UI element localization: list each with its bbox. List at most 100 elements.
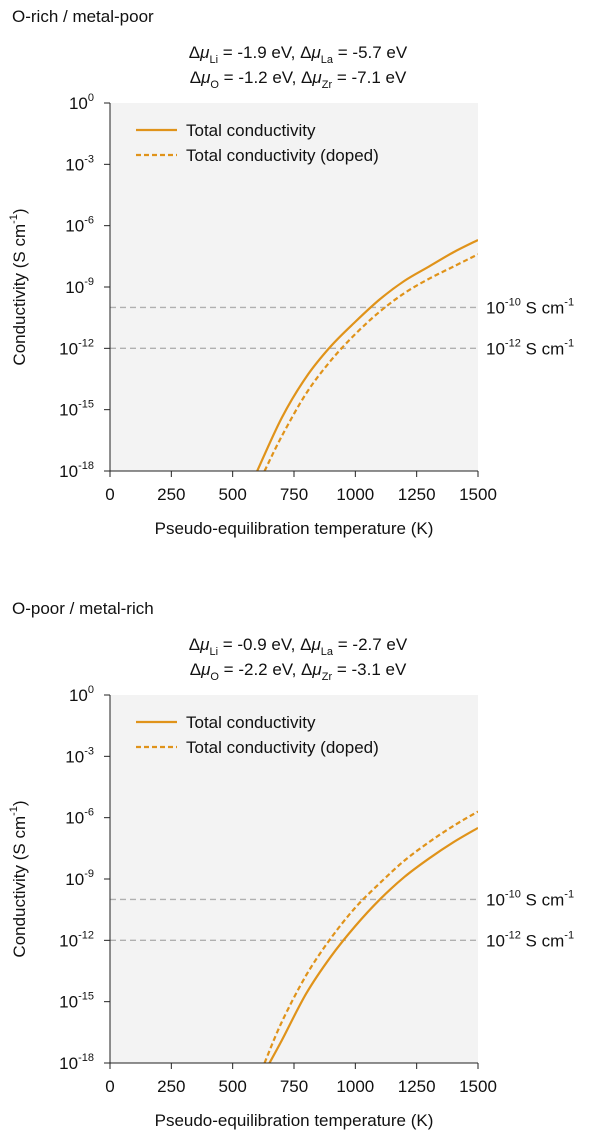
conditions-line: ΔμO = -2.2 eV, ΔμZr = -3.1 eV bbox=[190, 660, 407, 683]
plot-area bbox=[110, 695, 478, 1063]
tick-base: 10 bbox=[65, 809, 84, 828]
chart-panel-2: O-poor / metal-rich ΔμLi = -0.9 eV, ΔμLa … bbox=[8, 599, 574, 1130]
subscript: Zr bbox=[322, 79, 333, 91]
y-tick-label: 10-3 bbox=[65, 153, 94, 174]
y-axis-label: Conductivity (S cm-1) bbox=[8, 208, 29, 365]
y-tick-label: 10-12 bbox=[59, 929, 94, 950]
tick-exponent: -3 bbox=[84, 153, 94, 165]
equals: = bbox=[332, 660, 351, 679]
condition-value: -2.2 eV bbox=[238, 660, 293, 679]
mu-symbol: μ bbox=[199, 43, 210, 62]
legend-entry: Total conductivity (doped) bbox=[186, 738, 379, 757]
reference-line-label: 10-10 S cm-1 bbox=[486, 296, 574, 317]
reference-line-label: 10-12 S cm-1 bbox=[486, 337, 574, 358]
delta-symbol: , Δ bbox=[291, 635, 312, 654]
condition-value: -7.1 eV bbox=[351, 68, 406, 87]
label-exponent: -10 bbox=[505, 296, 521, 308]
x-tick-label: 750 bbox=[280, 485, 308, 504]
tick-exponent: -6 bbox=[84, 807, 94, 819]
tick-base: 10 bbox=[69, 686, 88, 705]
condition-value: -3.1 eV bbox=[351, 660, 406, 679]
y-label-text: Conductivity (S cm bbox=[10, 816, 29, 958]
x-tick-label: 1500 bbox=[459, 485, 497, 504]
equals: = bbox=[218, 43, 237, 62]
delta-symbol: , Δ bbox=[292, 660, 313, 679]
condition-value: -1.9 eV bbox=[237, 43, 292, 62]
equals: = bbox=[333, 635, 352, 654]
tick-base: 10 bbox=[59, 401, 78, 420]
mu-symbol: μ bbox=[200, 68, 211, 87]
y-tick-label: 10-9 bbox=[65, 276, 94, 297]
label-base: 10 bbox=[486, 931, 505, 950]
tick-base: 10 bbox=[59, 339, 78, 358]
y-tick-label: 10-18 bbox=[59, 460, 94, 481]
delta-symbol: Δ bbox=[190, 660, 201, 679]
label-unit: S cm bbox=[521, 931, 564, 950]
label-unit: S cm bbox=[521, 890, 564, 909]
mu-symbol: μ bbox=[199, 635, 210, 654]
series-line-total bbox=[256, 238, 478, 471]
condition-value: -1.2 eV bbox=[238, 68, 293, 87]
y-label-text: Conductivity (S cm bbox=[10, 224, 29, 366]
y-label-tail: ) bbox=[10, 800, 29, 806]
tick-base: 10 bbox=[59, 931, 78, 950]
tick-base: 10 bbox=[65, 278, 84, 297]
tick-base: 10 bbox=[59, 1054, 78, 1073]
x-tick-label: 750 bbox=[280, 1077, 308, 1096]
plot-area bbox=[110, 103, 478, 471]
label-unit: S cm bbox=[521, 339, 564, 358]
tick-base: 10 bbox=[65, 747, 84, 766]
x-tick-label: 250 bbox=[157, 1077, 185, 1096]
x-axis-label: Pseudo-equilibration temperature (K) bbox=[155, 519, 434, 538]
label-unit-exponent: -1 bbox=[564, 337, 574, 349]
subscript: Li bbox=[209, 646, 218, 658]
delta-symbol: , Δ bbox=[292, 68, 313, 87]
tick-exponent: -9 bbox=[84, 868, 94, 880]
condition-value: -0.9 eV bbox=[237, 635, 292, 654]
tick-base: 10 bbox=[65, 217, 84, 236]
x-tick-label: 0 bbox=[105, 485, 114, 504]
tick-exponent: -18 bbox=[78, 460, 94, 472]
delta-symbol: Δ bbox=[189, 635, 200, 654]
legend-entry: Total conductivity (doped) bbox=[186, 146, 379, 165]
condition-value: -2.7 eV bbox=[352, 635, 407, 654]
tick-exponent: 0 bbox=[88, 92, 94, 104]
subscript: Zr bbox=[322, 671, 333, 683]
equals: = bbox=[219, 68, 238, 87]
mu-symbol: μ bbox=[200, 660, 211, 679]
legend-entry: Total conductivity bbox=[186, 121, 316, 140]
tick-exponent: -15 bbox=[78, 399, 94, 411]
mu-symbol: μ bbox=[311, 660, 322, 679]
x-tick-label: 500 bbox=[218, 1077, 246, 1096]
x-axis-label: Pseudo-equilibration temperature (K) bbox=[155, 1111, 434, 1130]
tick-base: 10 bbox=[65, 870, 84, 889]
tick-base: 10 bbox=[69, 94, 88, 113]
y-tick-label: 10-12 bbox=[59, 337, 94, 358]
reference-line-label: 10-10 S cm-1 bbox=[486, 888, 574, 909]
y-tick-label: 100 bbox=[69, 92, 94, 113]
conditions-line: ΔμLi = -0.9 eV, ΔμLa = -2.7 eV bbox=[189, 635, 408, 658]
x-tick-label: 1000 bbox=[336, 1077, 374, 1096]
subscript: La bbox=[321, 646, 334, 658]
legend-entry: Total conductivity bbox=[186, 713, 316, 732]
y-tick-label: 10-18 bbox=[59, 1052, 94, 1073]
condition-value: -5.7 eV bbox=[352, 43, 407, 62]
y-tick-label: 10-9 bbox=[65, 868, 94, 889]
label-exponent: -12 bbox=[505, 337, 521, 349]
label-base: 10 bbox=[486, 298, 505, 317]
label-base: 10 bbox=[486, 890, 505, 909]
chart-heading: O-poor / metal-rich bbox=[12, 599, 154, 618]
conditions-line: ΔμO = -1.2 eV, ΔμZr = -7.1 eV bbox=[190, 68, 407, 91]
label-exponent: -12 bbox=[505, 929, 521, 941]
x-tick-label: 0 bbox=[105, 1077, 114, 1096]
series-line-total bbox=[268, 826, 478, 1063]
y-tick-label: 10-15 bbox=[59, 991, 94, 1012]
y-label-exponent: -1 bbox=[8, 214, 20, 224]
x-tick-label: 1500 bbox=[459, 1077, 497, 1096]
y-label-tail: ) bbox=[10, 208, 29, 214]
subscript: O bbox=[210, 671, 219, 683]
x-tick-label: 250 bbox=[157, 485, 185, 504]
y-label-exponent: -1 bbox=[8, 806, 20, 816]
tick-exponent: -3 bbox=[84, 745, 94, 757]
